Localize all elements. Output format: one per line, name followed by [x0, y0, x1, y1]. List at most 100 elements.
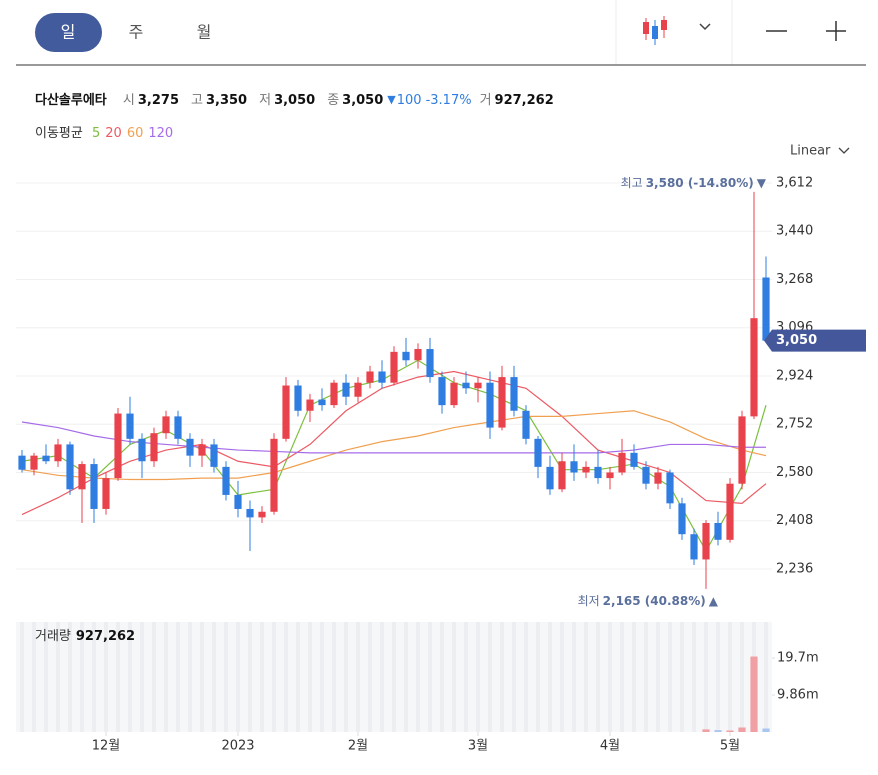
candle-body	[510, 377, 518, 411]
volume-title: 거래량 927,262	[35, 629, 135, 644]
x-tick-label: 5월	[720, 739, 740, 754]
candle-body	[246, 508, 254, 518]
candle-body	[162, 416, 170, 434]
last-price-tag	[764, 329, 866, 352]
y-tick-label: 2,924	[776, 368, 813, 383]
candle-body	[558, 461, 566, 490]
candle-body	[102, 478, 110, 509]
candle-body	[138, 438, 146, 462]
candle-body	[42, 455, 50, 462]
quote-part: 저	[259, 93, 271, 108]
candle-body	[198, 444, 206, 456]
ma-line	[21, 421, 766, 454]
ma-line	[21, 370, 767, 516]
x-tick-label: 2월	[348, 739, 368, 754]
y-tick-label: 3,612	[776, 175, 813, 190]
volume-bar	[702, 729, 710, 732]
high-note: 최고 3,580 (-14.80%) ▼	[621, 176, 767, 190]
scale-chevron[interactable]	[838, 147, 850, 154]
last-price-label: 3,050	[776, 333, 817, 348]
candle-body	[498, 377, 506, 428]
candle-body	[330, 382, 338, 406]
high-note-part: 최고	[621, 176, 643, 190]
candle-body	[714, 522, 722, 540]
volume-value: 927,262	[76, 629, 135, 644]
candle-body	[414, 349, 422, 361]
quote-line: 다산솔루에타 시 3,275 고 3,350 저 3,050 종 3,050 ▼100 -3.17…	[35, 92, 554, 108]
quote-part: 3,050	[342, 93, 383, 108]
ma-legend: 이동평균 5 20 60 120	[35, 126, 173, 141]
candle-body	[426, 349, 434, 378]
candle-body	[126, 413, 134, 439]
period-day-pill[interactable]	[35, 13, 102, 52]
candle-body	[438, 377, 446, 406]
ma-line	[21, 359, 767, 553]
candle-body	[654, 472, 662, 484]
period-month[interactable]: 월	[197, 23, 212, 42]
y-tick-label: 2,752	[776, 417, 813, 432]
candle-body	[354, 382, 362, 397]
y-tick-label: 3,440	[776, 224, 813, 239]
quote-part: ▼	[387, 93, 396, 106]
ma-title: 이동평균	[35, 126, 83, 141]
ma-legend-entry: 5	[92, 126, 100, 141]
candle-body	[174, 416, 182, 439]
volume-bar	[726, 730, 734, 732]
candle-body	[642, 466, 650, 484]
scale-menu[interactable]: Linear	[790, 144, 831, 159]
volume-title-text: 거래량	[35, 629, 71, 644]
candle-body	[282, 385, 290, 439]
quote-part: -3.17%	[426, 93, 472, 108]
quote-part: 927,262	[495, 93, 554, 108]
candle-body	[582, 466, 590, 473]
candle-body	[78, 464, 86, 490]
candle-body	[114, 413, 122, 479]
candle-body	[366, 371, 374, 383]
candle-body	[294, 385, 302, 411]
volume-bar	[714, 730, 722, 732]
candle-body	[738, 416, 746, 484]
candle-body	[474, 382, 482, 389]
y-tick-label: 3,268	[776, 272, 813, 287]
zoom-in[interactable]	[826, 21, 846, 41]
candle-body	[18, 455, 26, 470]
candle-body	[450, 382, 458, 406]
candle-body	[270, 438, 278, 512]
quote-part: 거	[480, 93, 492, 108]
period-week[interactable]: 주	[129, 23, 144, 42]
x-tick-label: 2023	[221, 739, 254, 754]
low-note: 최저 2,165 (40.88%) ▲	[578, 594, 719, 608]
quote-part: 3,350	[206, 93, 247, 108]
period-day[interactable]: 일	[61, 23, 76, 42]
y-tick-label: 2,236	[776, 561, 813, 576]
ma-line	[21, 410, 767, 481]
candle-body	[702, 522, 710, 560]
candle-body	[462, 382, 470, 389]
candle-body	[618, 452, 626, 473]
candle-body	[522, 410, 530, 439]
candle-body	[630, 452, 638, 467]
candle-body	[306, 399, 314, 411]
candle-body	[402, 351, 410, 361]
candle-body	[534, 438, 542, 467]
ma-legend-entry: 60	[127, 126, 144, 141]
quote-part: 100	[397, 93, 422, 108]
volume-bar	[762, 728, 770, 732]
candle-body	[30, 455, 38, 470]
x-tick-label: 4월	[600, 739, 620, 754]
candle-body	[606, 472, 614, 479]
high-note-part: 3,580 (-14.80%)	[646, 176, 754, 190]
candle-body	[150, 433, 158, 462]
candle-body	[570, 461, 578, 473]
low-note-part: ▲	[709, 594, 719, 608]
chart-type-button[interactable]	[643, 16, 711, 45]
low-note-part: 2,165 (40.88%)	[603, 594, 706, 608]
y-tick-label: 2,408	[776, 513, 813, 528]
quote-part: 3,275	[138, 93, 179, 108]
volume-bar	[750, 656, 758, 732]
candle-body	[594, 466, 602, 479]
candle-body	[234, 494, 242, 509]
candle-body	[486, 382, 494, 428]
